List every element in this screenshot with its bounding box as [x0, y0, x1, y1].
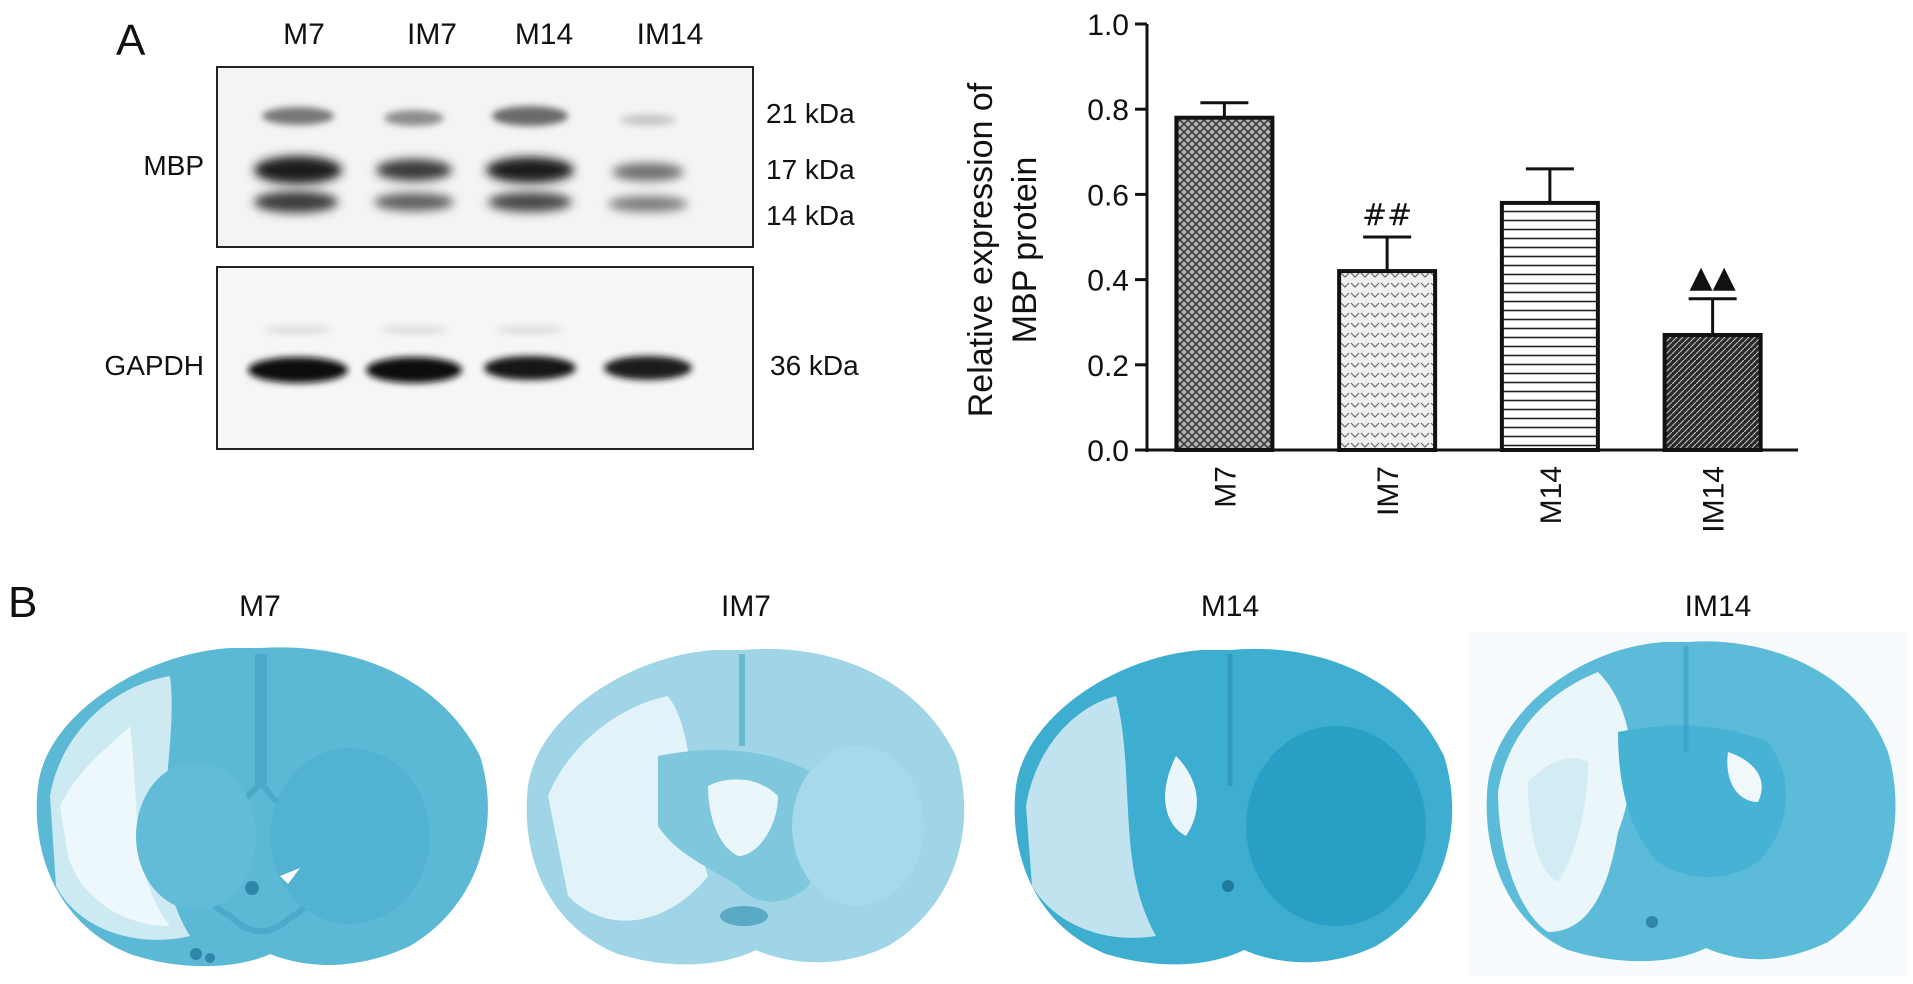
band-14kda-m7 [254, 191, 338, 213]
brain-slice-im7 [526, 648, 965, 965]
x-labels: M7 IM7 M14 IM14 [1209, 466, 1730, 533]
lane-label-im7: IM7 [406, 18, 457, 51]
y-tick-label: 0.2 [1087, 350, 1129, 383]
band-14kda-im14 [608, 196, 688, 212]
y-ticks: 0.0 0.2 0.4 0.6 0.8 1.0 [1087, 9, 1147, 468]
x-tick-label: M7 [1209, 466, 1242, 508]
bar-im14 [1662, 332, 1763, 453]
kda-21: 21 kDa [766, 98, 855, 129]
annotations: ## ▲▲ [1362, 198, 1736, 295]
bar-im7 [1337, 269, 1438, 452]
mbp-bar-chart: 0.0 0.2 0.4 0.6 0.8 1.0 Relative expression o… [962, 9, 1798, 533]
band-17kda-m7 [254, 156, 342, 184]
y-axis-title-line2: MBP protein [1006, 157, 1044, 343]
mbp-row-label: MBP [143, 150, 204, 181]
slice-title-im14: IM14 [1684, 590, 1752, 623]
panel-b-letter: B [8, 578, 38, 627]
band-21kda-im7 [384, 110, 444, 126]
y-axis-title-line1: Relative expression of [962, 82, 1000, 417]
band-gapdh-im7 [366, 357, 462, 383]
gapdh-row-label: GAPDH [104, 350, 204, 381]
band-21kda-m14 [492, 106, 568, 126]
kda-14: 14 kDa [766, 200, 855, 231]
band-gapdh-m14 [484, 356, 576, 380]
band-21kda-im14 [620, 114, 676, 126]
y-tick-label: 0.0 [1087, 435, 1129, 468]
kda-36: 36 kDa [770, 350, 859, 381]
mbp-blot [216, 66, 754, 248]
kda-17: 17 kDa [766, 154, 855, 185]
band-21kda-m7 [262, 107, 334, 125]
gapdh-blot [216, 266, 754, 450]
brain-slice-im14 [1468, 632, 1908, 976]
x-tick-label: IM14 [1698, 466, 1731, 533]
y-tick-label: 1.0 [1087, 9, 1129, 42]
band-17kda-im7 [376, 159, 452, 181]
band-17kda-m14 [486, 157, 574, 183]
lane-label-im14: IM14 [636, 18, 704, 51]
panel-a-letter: A [116, 16, 146, 65]
x-tick-label: M14 [1535, 466, 1568, 524]
slice-title-im7: IM7 [720, 590, 771, 623]
bar-m7 [1174, 115, 1275, 452]
y-tick-label: 0.8 [1087, 94, 1129, 127]
lane-label-m14: M14 [514, 18, 574, 51]
x-tick-label: IM7 [1372, 466, 1405, 516]
band-gapdh-m7 [248, 357, 348, 383]
bars [1174, 101, 1763, 453]
band-gapdh-im14 [604, 356, 692, 380]
band-17kda-im14 [612, 163, 684, 181]
band-14kda-im7 [374, 193, 454, 211]
slice-title-m7: M7 [239, 590, 281, 623]
band-14kda-m14 [488, 192, 572, 212]
significance-annotation: ▲▲ [1690, 260, 1736, 295]
y-tick-label: 0.6 [1087, 179, 1129, 212]
brain-slice-m7 [36, 647, 488, 967]
y-tick-label: 0.4 [1087, 265, 1129, 298]
slice-title-m14: M14 [1200, 590, 1260, 623]
brain-slice-m14 [1014, 648, 1453, 965]
lane-label-m7: M7 [283, 18, 325, 51]
significance-annotation: ## [1362, 198, 1412, 233]
bar-m14 [1499, 200, 1600, 452]
